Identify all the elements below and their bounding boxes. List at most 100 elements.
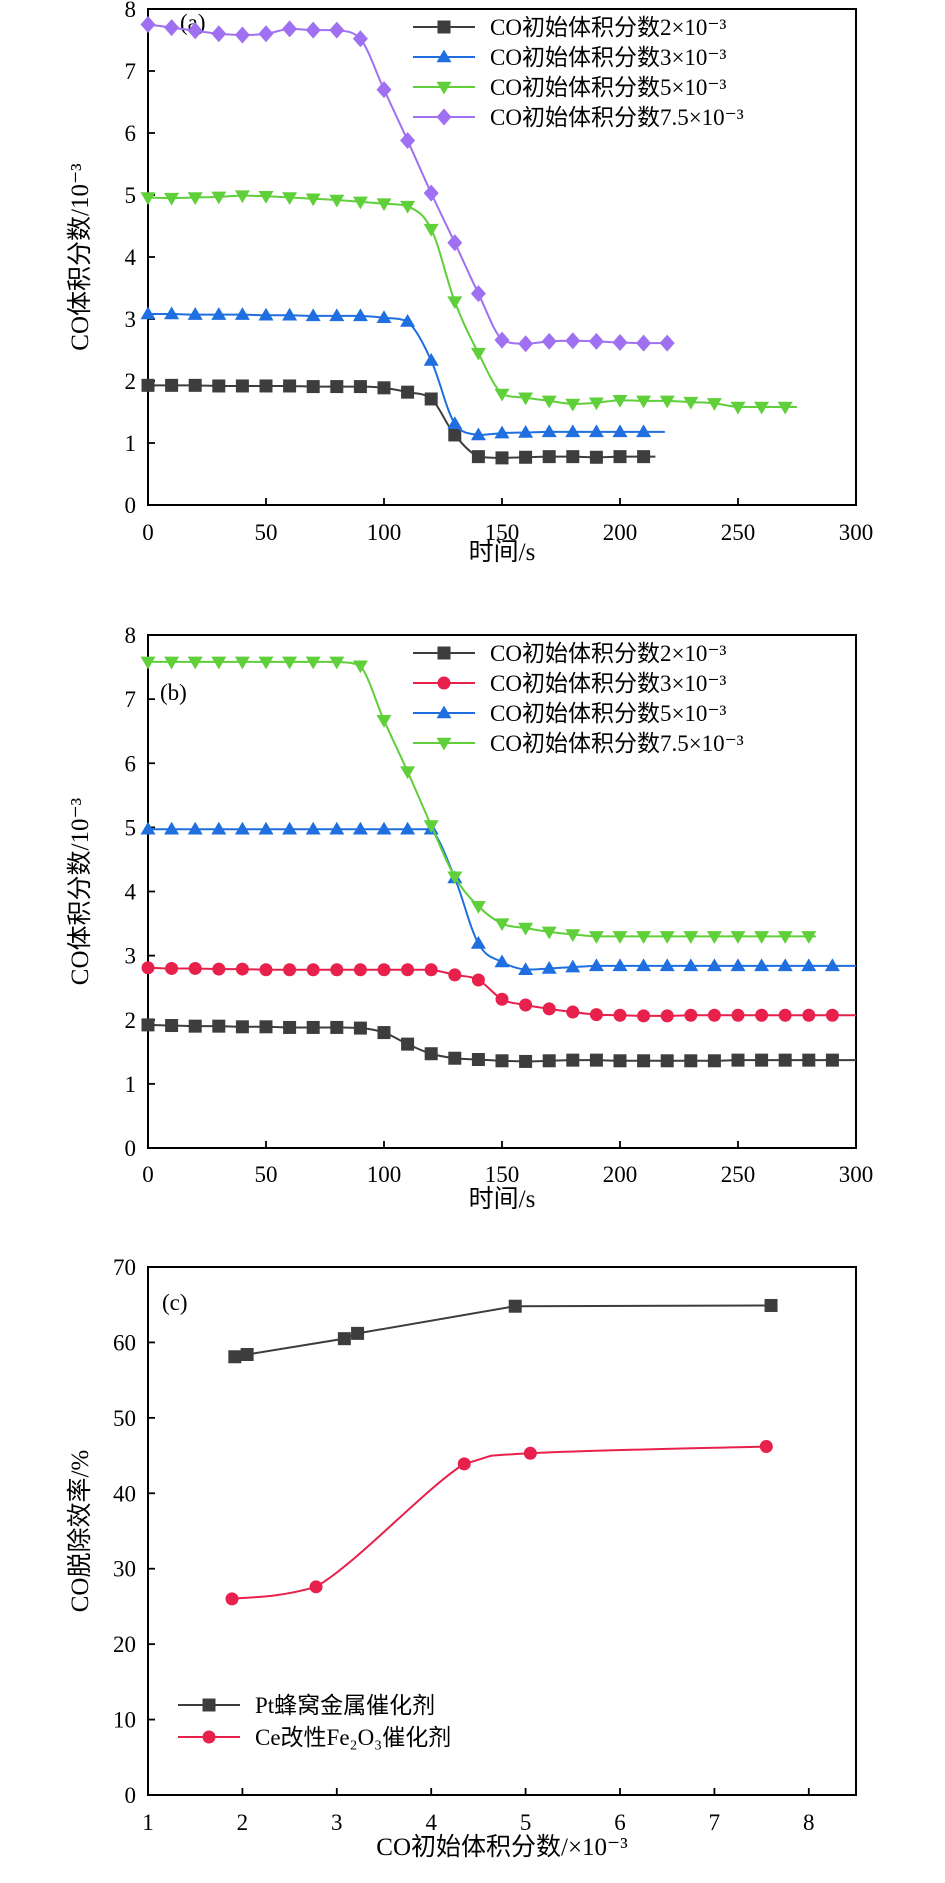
- data-point: [613, 1054, 627, 1068]
- data-point: [730, 958, 746, 972]
- data-point: [683, 931, 699, 944]
- data-point: [376, 81, 392, 99]
- y-tick-label: 50: [113, 1406, 136, 1431]
- legend-marker: [437, 20, 451, 34]
- data-point: [755, 1008, 769, 1022]
- legend-marker: [436, 705, 452, 719]
- chart-panel-0: 0 50 100 150 200 250 300 0 1 2 3 4 5 6 7 8 时间/s CO体积分数/10…: [66, 0, 873, 566]
- data-point: [518, 335, 534, 353]
- data-point: [566, 1005, 580, 1019]
- data-point: [211, 307, 227, 320]
- x-tick-label: 200: [603, 1162, 638, 1187]
- data-point: [400, 313, 416, 327]
- data-point: [541, 424, 557, 438]
- legend-marker: [437, 646, 451, 660]
- data-point: [212, 1019, 226, 1033]
- data-point: [305, 308, 321, 322]
- x-tick-label: 0: [142, 520, 154, 545]
- data-point: [211, 821, 227, 835]
- data-point: [259, 963, 273, 977]
- data-point: [240, 1347, 254, 1361]
- data-point: [754, 931, 770, 944]
- data-point: [565, 929, 581, 942]
- data-point: [683, 958, 699, 972]
- data-point: [825, 1053, 839, 1067]
- data-point: [401, 385, 415, 399]
- data-point: [759, 1440, 773, 1454]
- data-point: [352, 308, 368, 322]
- data-point: [637, 1054, 651, 1068]
- data-point: [352, 821, 368, 835]
- x-tick-label: 200: [603, 520, 638, 545]
- data-point: [305, 656, 321, 670]
- legend-label: CO初始体积分数3×10⁻³: [490, 45, 727, 70]
- data-point: [542, 1054, 556, 1068]
- data-point: [589, 1053, 603, 1067]
- data-point: [541, 926, 557, 940]
- data-point: [235, 1020, 249, 1034]
- data-point: [636, 334, 652, 352]
- data-point: [447, 296, 463, 310]
- data-point: [400, 200, 416, 214]
- series-line: [147, 828, 856, 971]
- data-point: [636, 931, 652, 944]
- data-point: [141, 1018, 155, 1032]
- data-point: [164, 19, 180, 37]
- data-point: [519, 998, 533, 1012]
- data-point: [353, 1021, 367, 1035]
- data-point: [234, 656, 250, 670]
- data-point: [234, 307, 250, 320]
- data-point: [470, 900, 486, 914]
- data-point: [802, 1053, 816, 1067]
- data-point: [707, 1008, 721, 1022]
- y-tick-label: 4: [125, 880, 137, 905]
- data-point: [330, 963, 344, 977]
- data-point: [282, 656, 298, 670]
- data-point: [518, 962, 534, 975]
- data-point: [588, 424, 604, 438]
- y-tick-label: 2: [125, 369, 137, 394]
- data-point: [541, 960, 557, 974]
- data-point: [731, 1053, 745, 1067]
- data-point: [589, 1008, 603, 1022]
- series-1: [141, 961, 856, 1023]
- data-point: [588, 397, 604, 411]
- data-point: [353, 380, 367, 394]
- data-point: [259, 379, 273, 393]
- series-0: [141, 378, 656, 465]
- series-2: [140, 821, 856, 975]
- plot-frame: [147, 1266, 857, 1796]
- data-point: [330, 1020, 344, 1034]
- x-tick-label: 300: [839, 520, 874, 545]
- data-point: [778, 1008, 792, 1022]
- data-point: [802, 1008, 816, 1022]
- data-point: [187, 656, 203, 670]
- data-point: [612, 424, 628, 438]
- data-point: [495, 992, 509, 1006]
- data-point: [471, 973, 485, 987]
- y-tick-label: 60: [113, 1330, 136, 1355]
- data-point: [424, 963, 438, 977]
- data-point: [470, 285, 486, 303]
- data-point: [542, 450, 556, 464]
- data-point: [754, 958, 770, 972]
- data-point: [612, 931, 628, 944]
- data-point: [140, 192, 156, 205]
- data-point: [447, 416, 463, 430]
- data-point: [588, 931, 604, 944]
- data-point: [228, 1350, 242, 1364]
- data-point: [377, 1026, 391, 1040]
- data-point: [140, 821, 156, 835]
- x-axis-title: 时间/s: [469, 538, 536, 566]
- data-point: [401, 963, 415, 977]
- legend-label: CO初始体积分数5×10⁻³: [490, 701, 727, 726]
- data-point: [706, 958, 722, 972]
- data-point: [164, 656, 180, 670]
- x-tick-label: 1: [142, 1810, 154, 1835]
- data-point: [400, 131, 416, 149]
- data-point: [188, 1019, 202, 1033]
- data-point: [706, 931, 722, 944]
- data-point: [377, 381, 391, 395]
- data-point: [235, 962, 249, 976]
- data-point: [283, 1020, 297, 1034]
